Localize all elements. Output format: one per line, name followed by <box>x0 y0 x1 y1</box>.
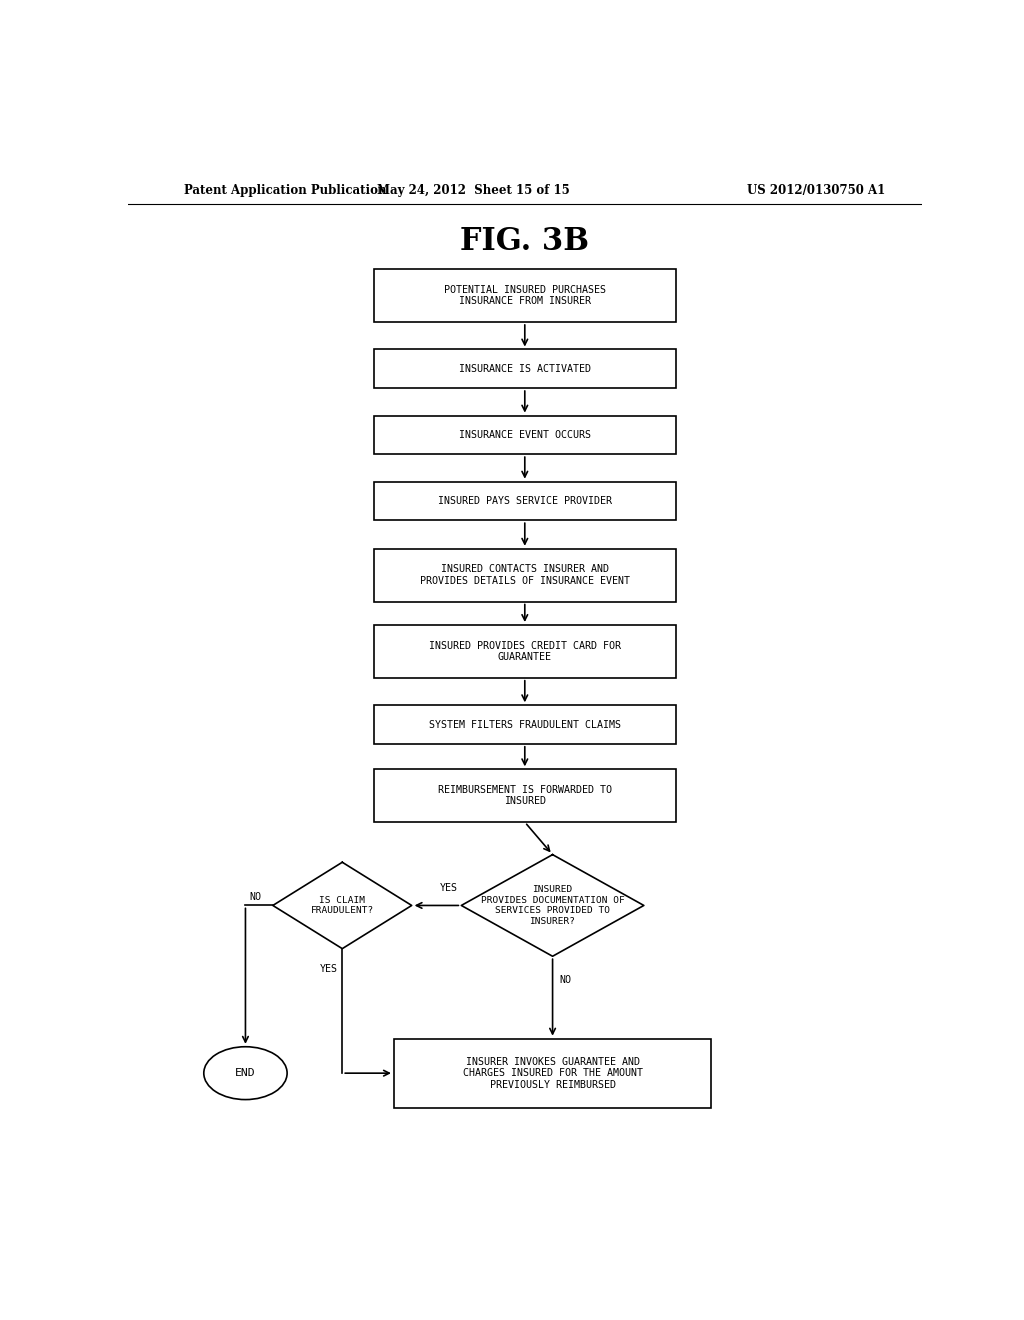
Text: INSURER INVOKES GUARANTEE AND
CHARGES INSURED FOR THE AMOUNT
PREVIOUSLY REIMBURS: INSURER INVOKES GUARANTEE AND CHARGES IN… <box>463 1056 643 1090</box>
Text: YES: YES <box>439 883 458 894</box>
Text: NO: NO <box>249 892 261 903</box>
Polygon shape <box>272 862 412 949</box>
Ellipse shape <box>204 1047 287 1100</box>
Text: INSURANCE EVENT OCCURS: INSURANCE EVENT OCCURS <box>459 430 591 440</box>
Text: Patent Application Publication: Patent Application Publication <box>183 185 386 198</box>
FancyBboxPatch shape <box>374 416 676 454</box>
Polygon shape <box>462 854 644 956</box>
Text: NO: NO <box>559 974 571 985</box>
Text: END: END <box>236 1068 256 1078</box>
Text: SYSTEM FILTERS FRAUDULENT CLAIMS: SYSTEM FILTERS FRAUDULENT CLAIMS <box>429 719 621 730</box>
Text: POTENTIAL INSURED PURCHASES
INSURANCE FROM INSURER: POTENTIAL INSURED PURCHASES INSURANCE FR… <box>443 285 606 306</box>
FancyBboxPatch shape <box>374 482 676 520</box>
Text: YES: YES <box>321 964 338 974</box>
FancyBboxPatch shape <box>374 624 676 677</box>
FancyBboxPatch shape <box>374 770 676 822</box>
Text: REIMBURSEMENT IS FORWARDED TO
INSURED: REIMBURSEMENT IS FORWARDED TO INSURED <box>438 785 611 807</box>
Text: INSURED PAYS SERVICE PROVIDER: INSURED PAYS SERVICE PROVIDER <box>438 496 611 506</box>
FancyBboxPatch shape <box>374 549 676 602</box>
FancyBboxPatch shape <box>394 1039 712 1107</box>
Text: May 24, 2012  Sheet 15 of 15: May 24, 2012 Sheet 15 of 15 <box>377 185 569 198</box>
Text: FIG. 3B: FIG. 3B <box>461 226 589 257</box>
Text: INSURED
PROVIDES DOCUMENTATION OF
SERVICES PROVIDED TO
INSURER?: INSURED PROVIDES DOCUMENTATION OF SERVIC… <box>480 886 625 925</box>
FancyBboxPatch shape <box>374 705 676 744</box>
Text: INSURED PROVIDES CREDIT CARD FOR
GUARANTEE: INSURED PROVIDES CREDIT CARD FOR GUARANT… <box>429 640 621 663</box>
FancyBboxPatch shape <box>374 269 676 322</box>
Text: INSURED CONTACTS INSURER AND
PROVIDES DETAILS OF INSURANCE EVENT: INSURED CONTACTS INSURER AND PROVIDES DE… <box>420 565 630 586</box>
FancyBboxPatch shape <box>374 350 676 388</box>
Text: IS CLAIM
FRAUDULENT?: IS CLAIM FRAUDULENT? <box>310 896 374 915</box>
Text: INSURANCE IS ACTIVATED: INSURANCE IS ACTIVATED <box>459 364 591 374</box>
Text: US 2012/0130750 A1: US 2012/0130750 A1 <box>748 185 886 198</box>
